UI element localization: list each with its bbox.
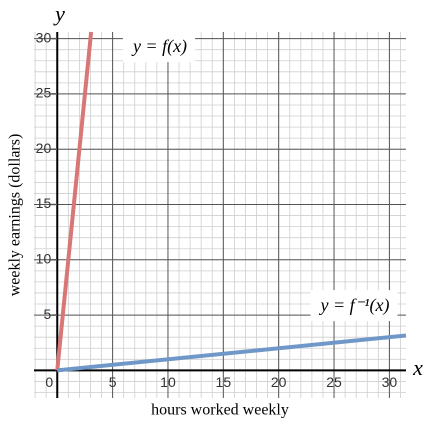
plot-area: 0 5 10 15 20 25 30 5 10 15 20 25 30 y = f(x) y = f⁻¹(x…: [34, 29, 407, 398]
y-axis-name: y: [53, 1, 65, 26]
x-tick-label: 25: [326, 374, 342, 390]
y-tick-label: 15: [36, 195, 52, 211]
y-tick-label: 10: [36, 250, 52, 266]
x-axis-label: hours worked weekly: [151, 402, 289, 419]
y-tick-label: 30: [36, 29, 52, 45]
legend-label: y = f(x): [131, 36, 187, 57]
legend-background: [310, 290, 398, 322]
y-tick-label: 20: [36, 140, 52, 156]
y-axis-label: weekly earnings (dollars): [7, 134, 24, 297]
x-tick-label: 5: [109, 374, 117, 390]
legend-label: y = f⁻¹(x): [318, 295, 389, 316]
y-tick-label: 25: [36, 85, 52, 101]
line: [55, 31, 94, 371]
x-tick-label: 10: [160, 374, 176, 390]
line: [57, 333, 407, 373]
x-axis-name: x: [412, 355, 423, 380]
x-tick-label: 15: [216, 374, 232, 390]
x-tick-label: 20: [271, 374, 287, 390]
y-tick-label: 5: [43, 306, 51, 322]
legend-background: [122, 31, 196, 63]
x-tick-label: 0: [45, 374, 53, 390]
x-tick-label: 30: [382, 374, 398, 390]
